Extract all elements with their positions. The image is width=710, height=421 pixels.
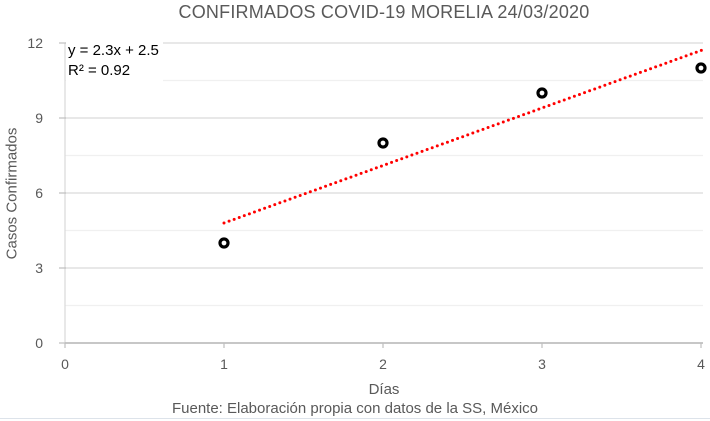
equation-text: y = 2.3x + 2.5 bbox=[68, 42, 159, 59]
data-point-marker bbox=[695, 62, 707, 74]
bottom-divider bbox=[0, 418, 710, 419]
x-tick-label: 3 bbox=[538, 356, 546, 372]
y-tick-label: 12 bbox=[27, 35, 43, 51]
y-tick-label: 6 bbox=[35, 185, 43, 201]
trendline-equation-label: y = 2.3x + 2.5 R² = 0.92 bbox=[66, 41, 163, 82]
x-axis-title: Días bbox=[368, 381, 400, 398]
x-tick-label: 1 bbox=[220, 356, 228, 372]
y-axis-title: Casos Confirmados bbox=[3, 127, 21, 260]
data-point-marker bbox=[377, 137, 389, 149]
x-tick-label: 0 bbox=[61, 356, 69, 372]
y-tick-label: 0 bbox=[35, 335, 43, 351]
y-tick-label: 3 bbox=[35, 260, 43, 276]
y-tick-label: 9 bbox=[35, 110, 43, 126]
x-tick-label: 4 bbox=[697, 356, 705, 372]
r-squared-text: R² = 0.92 bbox=[68, 62, 131, 79]
trendline bbox=[222, 47, 708, 225]
data-point-marker bbox=[536, 87, 548, 99]
data-point-marker bbox=[218, 237, 230, 249]
x-tick-label: 2 bbox=[379, 356, 387, 372]
chart-title: CONFIRMADOS COVID-19 MORELIA 24/03/2020 bbox=[178, 2, 590, 22]
source-caption: Fuente: Elaboración propia con datos de … bbox=[171, 400, 539, 417]
